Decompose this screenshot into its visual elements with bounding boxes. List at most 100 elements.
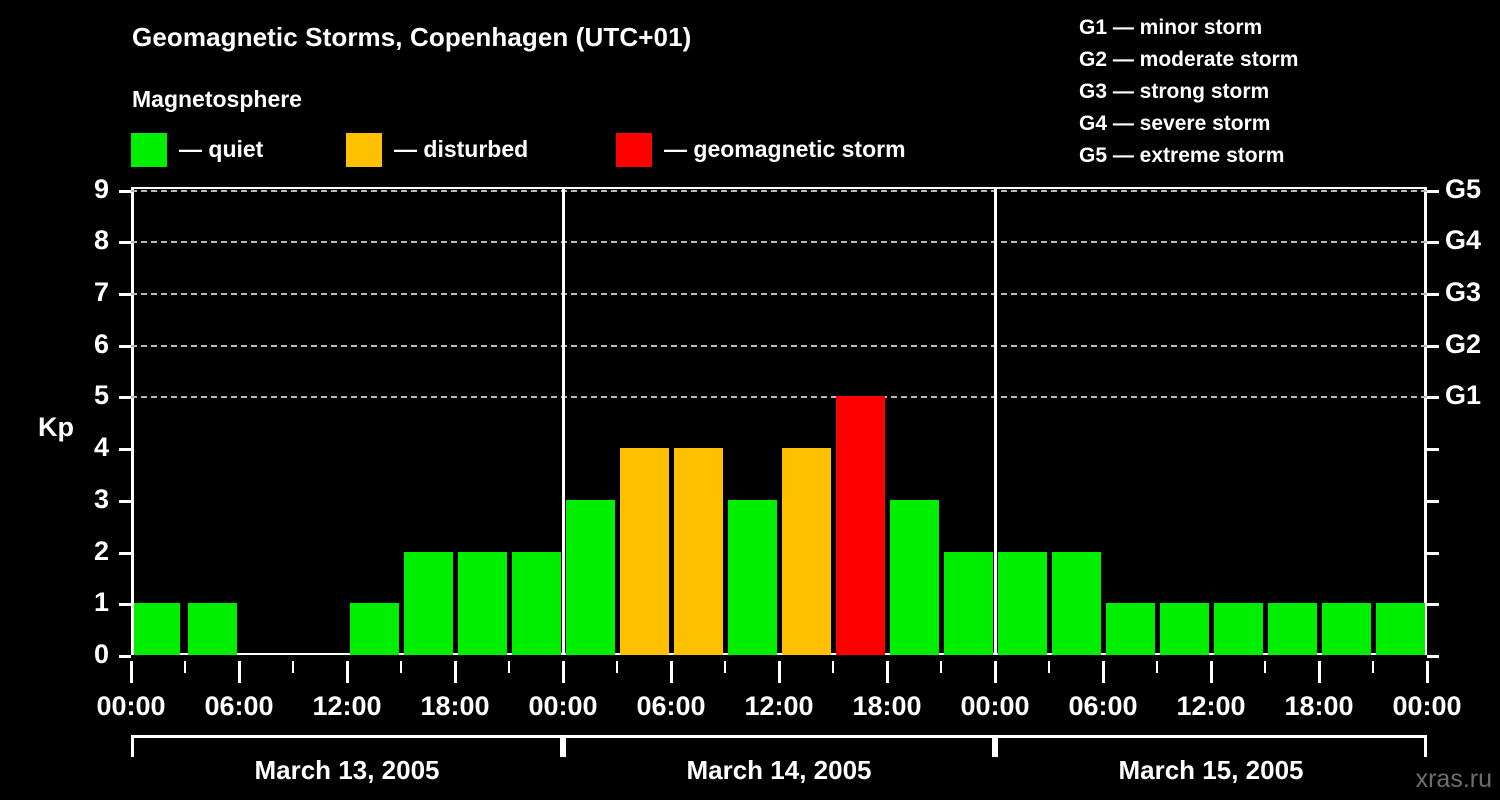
y-tick-6 [119,344,131,348]
date-bracket-1-end-0 [131,735,134,757]
y-tick-2 [119,551,131,555]
bar-10 [673,448,723,655]
g-tick-G4 [1427,241,1439,245]
y-tick-3 [119,499,131,503]
x-tick-18 [1101,661,1105,683]
day-separator-2 [994,187,997,655]
bar-6 [457,551,507,655]
g-scale-legend-line-3: G3 — strong storm [1079,80,1270,103]
date-bracket-2-end-1 [992,735,995,757]
y-tick-8 [119,241,131,245]
chart-subtitle: Magnetosphere [132,86,302,112]
x-tick-24 [1425,661,1429,683]
g-minor-tick-kp-2 [1427,551,1439,555]
bar-14 [889,499,939,655]
plot-border [131,187,1427,655]
y-tick-label-7: 7 [93,277,109,307]
x-tick-label-7: 18:00 [852,691,922,721]
x-tick-23 [1372,661,1374,673]
bar-19 [1159,603,1209,655]
g-scale-legend-line-1: G1 — minor storm [1079,16,1263,39]
y-tick-label-1: 1 [93,587,109,618]
x-tick-19 [1156,661,1158,673]
x-tick-label-2: 12:00 [312,691,382,721]
x-tick-label-6: 12:00 [744,691,814,721]
bar-5 [403,551,453,655]
x-tick-label-3: 18:00 [420,691,490,721]
x-tick-3 [292,661,294,673]
x-tick-label-5: 06:00 [636,691,706,721]
y-tick-label-3: 3 [93,483,109,514]
y-tick-label-8: 8 [93,225,109,256]
y-tick-label-4: 4 [93,432,109,463]
x-tick-11 [724,661,726,673]
x-tick-15 [940,661,942,673]
y-tick-5 [119,396,131,400]
y-tick-label-6: 6 [93,328,109,359]
date-bracket-2 [563,735,995,738]
x-tick-label-4: 00:00 [528,691,598,721]
y-tick-1 [119,603,131,607]
gridline-kp-8 [131,241,1427,244]
x-tick-16 [993,661,997,683]
date-bracket-3 [995,735,1427,738]
x-tick-8 [561,661,565,683]
bar-21 [1267,603,1317,655]
bar-22 [1321,603,1371,655]
g-tick-label-G4: G4 [1445,225,1482,256]
y-tick-label-5: 5 [93,380,109,411]
date-bracket-2-end-0 [563,735,566,757]
x-tick-label-12: 00:00 [1392,691,1462,721]
g-minor-tick-kp-4 [1427,448,1439,452]
plot-area [131,187,1427,655]
date-label-1: March 13, 2005 [254,755,440,785]
y-tick-4 [119,448,131,452]
g-minor-tick-kp-3 [1427,499,1439,503]
g-tick-label-G2: G2 [1445,328,1482,359]
x-tick-9 [616,661,618,673]
g-minor-tick-kp-1 [1427,603,1439,607]
y-tick-7 [119,293,131,296]
x-tick-2 [237,661,241,683]
bar-13 [835,396,885,655]
date-bracket-1-end-1 [560,735,563,757]
g-tick-G2 [1427,344,1439,348]
bar-0 [134,603,180,655]
quiet-swatch-icon [131,133,167,167]
disturbed-swatch-icon [346,133,382,167]
y-tick-9 [119,189,131,193]
y-tick-label-9: 9 [93,173,109,204]
date-label-2: March 14, 2005 [686,755,872,785]
legend-label: — disturbed [394,136,529,162]
date-bracket-3-end-1 [1424,735,1427,757]
x-tick-7 [508,661,510,673]
legend-label: — quiet [179,136,264,162]
x-tick-0 [129,661,133,683]
g-scale-legend-line-2: G2 — moderate storm [1079,48,1299,71]
y-axis-title: Kp [38,412,74,442]
bar-12 [781,448,831,655]
x-tick-4 [345,661,349,683]
g-tick-G3 [1427,293,1439,296]
bar-11 [727,499,777,655]
x-tick-1 [184,661,186,673]
g-tick-G1 [1427,396,1439,400]
bar-16 [997,551,1047,655]
g-scale-legend: G1 — minor storm G2 — moderate storm G3 — … [1079,12,1298,172]
x-tick-label-11: 18:00 [1284,691,1354,721]
x-tick-5 [400,661,402,673]
x-tick-14 [885,661,889,683]
bar-23 [1375,603,1425,655]
page-title: Geomagnetic Storms, Copenhagen (UTC+01) [132,22,692,52]
x-tick-20 [1209,661,1213,683]
date-label-3: March 15, 2005 [1118,755,1304,785]
g-tick-label-G5: G5 [1445,173,1482,204]
bar-7 [511,551,561,655]
date-bracket-3-end-0 [995,735,998,757]
x-tick-21 [1264,661,1266,673]
g-tick-label-G1: G1 [1445,380,1482,411]
bar-8 [565,499,615,655]
g-tick-label-G3: G3 [1445,277,1482,307]
y-tick-label-2: 2 [93,535,109,566]
